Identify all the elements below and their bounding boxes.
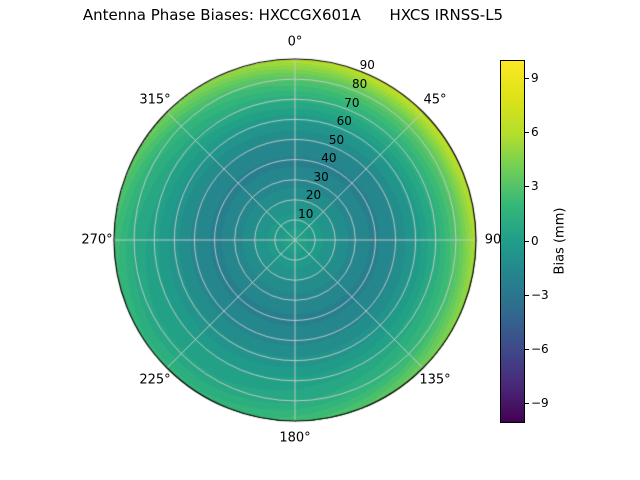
radial-tick-label-50: 50 [328, 132, 345, 147]
colorbar-gradient [501, 61, 524, 422]
theta-label-225: 225° [139, 372, 171, 388]
colorbar-tick-mark [525, 402, 529, 404]
colorbar-tick-label: 6 [531, 125, 539, 140]
theta-label-315: 315° [139, 92, 171, 108]
theta-label-45: 45° [423, 92, 447, 108]
colorbar-tick-label: −9 [531, 395, 549, 410]
colorbar-tick-mark [525, 132, 529, 134]
colorbar-tick-mark [525, 348, 529, 350]
colorbar-tick-label: 3 [531, 179, 539, 194]
radial-tick-label-90: 90 [359, 58, 375, 73]
theta-label-0: 0° [287, 34, 303, 50]
radial-tick-label-60: 60 [336, 114, 352, 129]
colorbar-tick-label: −3 [531, 287, 549, 302]
colorbar-tick-label: 0 [531, 233, 539, 248]
radial-tick-label-70: 70 [344, 95, 360, 110]
theta-label-270: 270° [81, 232, 113, 248]
colorbar-tick-mark [525, 186, 529, 188]
colorbar-tick-label: 9 [531, 71, 539, 86]
theta-label-135: 135° [419, 372, 451, 388]
colorbar [500, 60, 525, 423]
colorbar-tick-mark [525, 240, 529, 242]
colorbar-tick-mark [525, 294, 529, 296]
radial-tick-label-10: 10 [298, 207, 314, 222]
colorbar-axis-label: Bias (mm) [552, 207, 568, 274]
radial-tick-label-30: 30 [313, 169, 329, 184]
radial-tick-label-40: 40 [321, 151, 337, 166]
colorbar-tick-mark [525, 78, 529, 80]
chart-title: Antenna Phase Biases: HXCCGX601A HXCS IR… [82, 6, 504, 24]
colorbar-tick-label: −6 [531, 341, 549, 356]
radial-tick-label-80: 80 [351, 76, 368, 91]
theta-label-90: 90 [484, 232, 502, 248]
radial-tick-label-20: 20 [305, 188, 322, 203]
theta-label-180: 180° [279, 430, 311, 446]
